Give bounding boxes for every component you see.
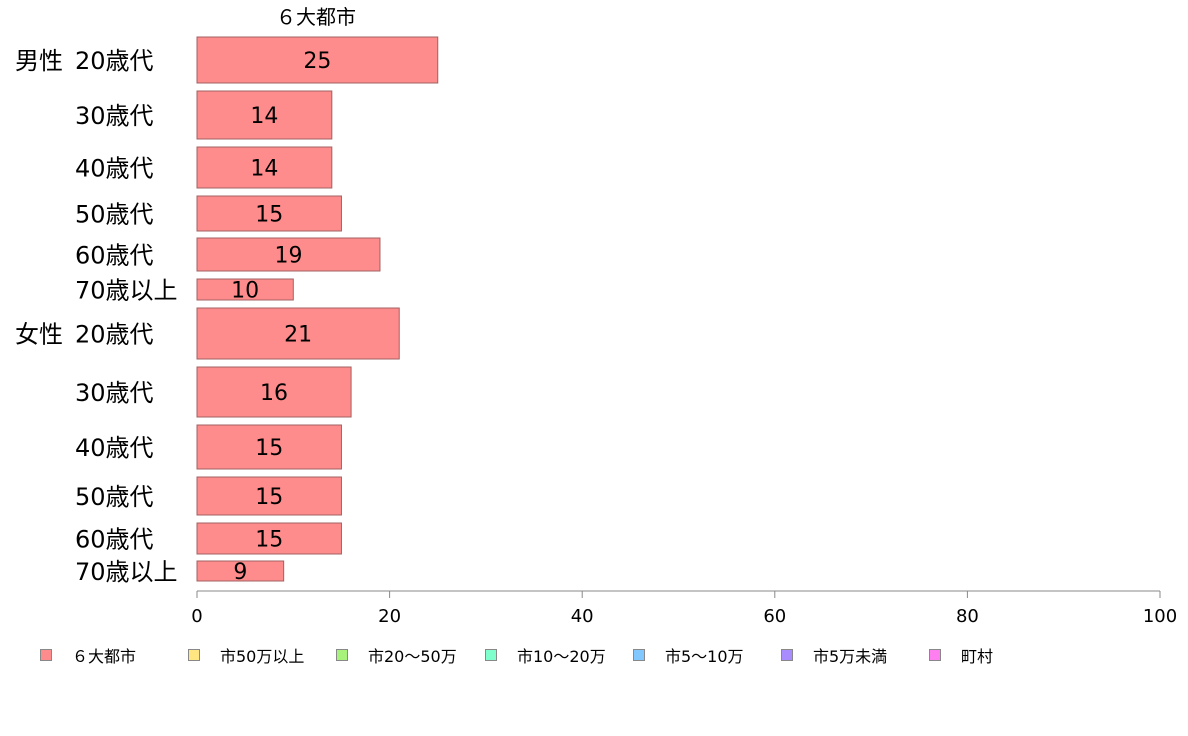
legend-label: 町村 [961, 647, 994, 666]
category-label: 40歳代 [75, 155, 154, 183]
bar [196, 560, 285, 582]
bar [196, 278, 294, 301]
category-label: 50歳代 [75, 201, 154, 229]
legend-item: ６大都市 [40, 644, 136, 666]
bar [196, 146, 333, 189]
category-label: 50歳代 [75, 483, 154, 511]
legend-item: 市20〜50万 [336, 644, 457, 666]
bar [196, 36, 439, 84]
data-label: 14 [250, 104, 278, 129]
data-label: 21 [284, 323, 312, 348]
legend-swatch [336, 649, 348, 661]
legend-swatch [188, 649, 200, 661]
data-label: 25 [303, 49, 331, 74]
legend: ６大都市 市50万以上 市20〜50万 市10〜20万 市5〜10万 市5万未満… [30, 644, 1180, 668]
category-label: 20歳代 [75, 321, 154, 349]
data-label: 15 [255, 485, 283, 510]
bar [196, 237, 381, 272]
legend-swatch [633, 649, 645, 661]
x-tick-label: 40 [571, 606, 594, 627]
bar [196, 476, 342, 516]
legend-label: 市20〜50万 [368, 647, 457, 666]
legend-item: 市5万未満 [781, 644, 887, 666]
bar [196, 366, 352, 418]
category-label: 60歳代 [75, 242, 154, 270]
legend-label: 市10〜20万 [517, 647, 606, 666]
x-tick-label: 60 [763, 606, 786, 627]
data-label: 16 [260, 381, 288, 406]
bar [196, 424, 342, 470]
group-label: 女性 [15, 321, 63, 349]
legend-label: 市50万以上 [220, 647, 305, 666]
category-label: 60歳代 [75, 526, 154, 554]
category-label: 70歳以上 [75, 558, 178, 586]
category-label: 30歳代 [75, 102, 154, 130]
bar [196, 522, 342, 555]
data-label: 15 [255, 203, 283, 228]
data-label: 19 [274, 244, 302, 269]
bar-chart: ６大都市 2520歳代男性1430歳代1440歳代1550歳代1960歳代107… [15, 5, 1177, 627]
data-label: 10 [231, 279, 259, 304]
group-label: 男性 [15, 47, 63, 75]
legend-item: 市5〜10万 [633, 644, 744, 666]
column-header: ６大都市 [276, 5, 356, 29]
category-label: 40歳代 [75, 434, 154, 462]
legend-item: 町村 [929, 644, 993, 666]
data-label: 15 [255, 528, 283, 553]
legend-swatch [781, 649, 793, 661]
bar [196, 307, 400, 360]
bar [196, 195, 342, 232]
legend-label: 市5万未満 [813, 647, 888, 666]
data-label: 9 [233, 560, 247, 585]
x-tick-label: 20 [378, 606, 401, 627]
legend-label: ６大都市 [72, 647, 137, 666]
bar [196, 90, 333, 140]
data-label: 14 [250, 157, 278, 182]
legend-swatch [40, 649, 52, 661]
x-tick-label: 100 [1143, 606, 1177, 627]
legend-swatch [485, 649, 497, 661]
x-tick-label: 0 [191, 606, 202, 627]
legend-item: 市50万以上 [188, 644, 304, 666]
legend-item: 市10〜20万 [485, 644, 606, 666]
legend-swatch [929, 649, 941, 661]
category-label: 70歳以上 [75, 277, 178, 305]
category-label: 20歳代 [75, 47, 154, 75]
data-label: 15 [255, 436, 283, 461]
legend-label: 市5〜10万 [665, 647, 744, 666]
x-tick-label: 80 [956, 606, 979, 627]
category-label: 30歳代 [75, 379, 154, 407]
